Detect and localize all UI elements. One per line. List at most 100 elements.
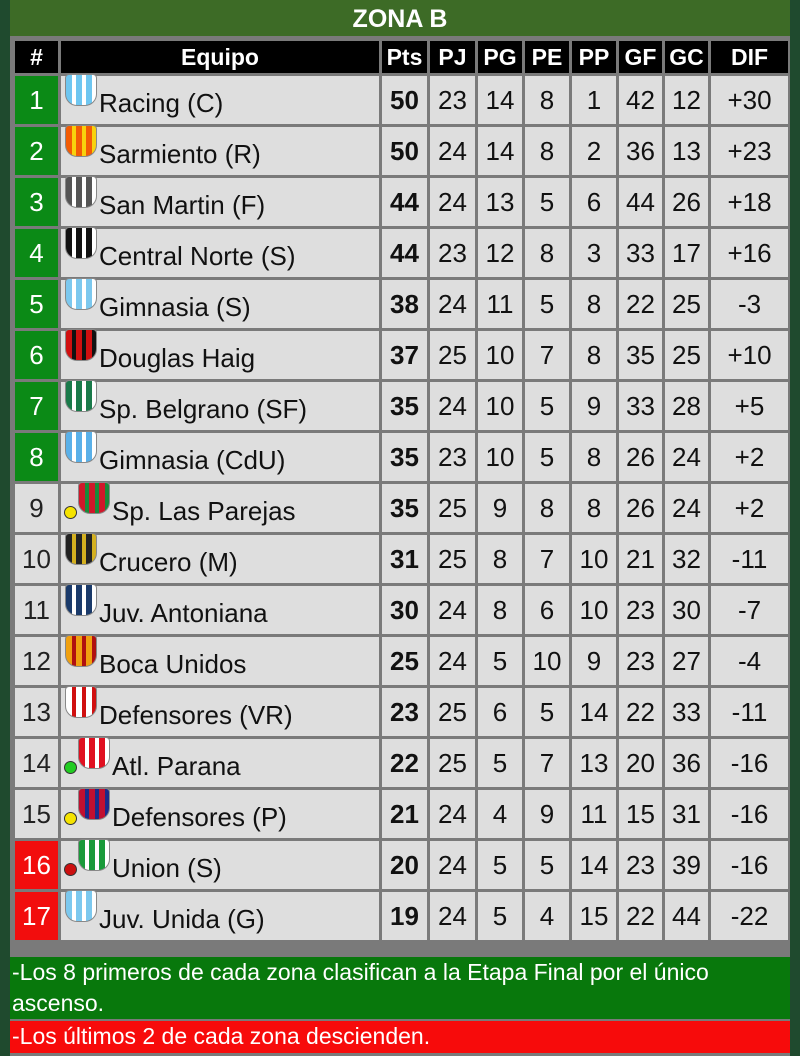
team-cell: Gimnasia (CdU): [61, 430, 379, 481]
lost-cell: 9: [572, 382, 616, 430]
played-cell: 24: [430, 280, 475, 328]
table-row[interactable]: 7 Sp. Belgrano (SF) 35 24 10 5 9 33 28 +5: [15, 379, 788, 430]
team-crest-icon: [65, 277, 97, 310]
team-crest-icon: [65, 124, 97, 157]
table-row[interactable]: 6 Douglas Haig 37 25 10 7 8 35 25 +10: [15, 328, 788, 379]
table-row[interactable]: 11 Juv. Antoniana 30 24 8 6 10 23 30 -7: [15, 583, 788, 634]
goals-for-cell: 20: [619, 739, 662, 787]
table-row[interactable]: 13 Defensores (VR) 23 25 6 5 14 22 33 -11: [15, 685, 788, 736]
won-cell: 10: [478, 331, 522, 379]
table-row[interactable]: 8 Gimnasia (CdU) 35 23 10 5 8 26 24 +2: [15, 430, 788, 481]
goals-for-cell: 33: [619, 382, 662, 430]
team-crest-icon: [78, 838, 110, 871]
relegation-note: -Los últimos 2 de cada zona descienden.: [10, 1021, 790, 1053]
position-cell: 10: [15, 535, 58, 583]
status-dot-icon: [64, 863, 77, 877]
played-cell: 24: [430, 790, 475, 838]
goals-for-cell: 26: [619, 433, 662, 481]
position-cell: 12: [15, 637, 58, 685]
table-row[interactable]: 17 Juv. Unida (G) 19 24 5 4 15 22 44 -22: [15, 889, 788, 940]
standings-table: # Equipo Pts PJ PG PE PP GF GC DIF 1 Raci…: [12, 38, 791, 943]
goal-difference-cell: -11: [711, 688, 788, 736]
won-cell: 11: [478, 280, 522, 328]
goal-difference-cell: -3: [711, 280, 788, 328]
standings-panel: ZONA B # Equipo Pts PJ PG PE PP GF GC DI…: [10, 0, 790, 1056]
team-name: Crucero (M): [99, 546, 238, 577]
played-cell: 25: [430, 739, 475, 787]
team-name: Juv. Unida (G): [99, 903, 265, 934]
points-cell: 38: [382, 280, 427, 328]
table-row[interactable]: 5 Gimnasia (S) 38 24 11 5 8 22 25 -3: [15, 277, 788, 328]
team-crest-icon: [65, 175, 97, 208]
table-row[interactable]: 9 Sp. Las Parejas 35 25 9 8 8 26 24 +2: [15, 481, 788, 532]
goals-against-cell: 36: [665, 739, 708, 787]
goals-for-cell: 15: [619, 790, 662, 838]
drawn-cell: 5: [525, 841, 569, 889]
table-row[interactable]: 1 Racing (C) 50 23 14 8 1 42 12 +30: [15, 73, 788, 124]
team-cell: Sp. Las Parejas: [61, 481, 379, 532]
goal-difference-cell: +2: [711, 433, 788, 481]
goal-difference-cell: -16: [711, 739, 788, 787]
goal-difference-cell: +23: [711, 127, 788, 175]
team-crest-icon: [65, 532, 97, 565]
lost-cell: 6: [572, 178, 616, 226]
won-cell: 6: [478, 688, 522, 736]
goal-difference-cell: -11: [711, 535, 788, 583]
lost-cell: 8: [572, 484, 616, 532]
lost-cell: 3: [572, 229, 616, 277]
drawn-cell: 4: [525, 892, 569, 940]
zone-title: ZONA B: [10, 0, 790, 36]
table-row[interactable]: 4 Central Norte (S) 44 23 12 8 3 33 17 +16: [15, 226, 788, 277]
goal-difference-cell: -7: [711, 586, 788, 634]
position-cell: 3: [15, 178, 58, 226]
position-cell: 1: [15, 76, 58, 124]
won-cell: 13: [478, 178, 522, 226]
goals-for-cell: 36: [619, 127, 662, 175]
goal-difference-cell: +16: [711, 229, 788, 277]
goal-difference-cell: +2: [711, 484, 788, 532]
team-name: Central Norte (S): [99, 240, 296, 271]
table-row[interactable]: 10 Crucero (M) 31 25 8 7 10 21 32 -11: [15, 532, 788, 583]
points-cell: 19: [382, 892, 427, 940]
team-name: Racing (C): [99, 87, 224, 118]
team-cell: Crucero (M): [61, 532, 379, 583]
won-cell: 10: [478, 382, 522, 430]
table-row[interactable]: 16 Union (S) 20 24 5 5 14 23 39 -16: [15, 838, 788, 889]
table-row[interactable]: 3 San Martin (F) 44 24 13 5 6 44 26 +18: [15, 175, 788, 226]
lost-cell: 2: [572, 127, 616, 175]
team-name: San Martin (F): [99, 189, 266, 220]
lost-cell: 8: [572, 280, 616, 328]
points-cell: 30: [382, 586, 427, 634]
table-row[interactable]: 12 Boca Unidos 25 24 5 10 9 23 27 -4: [15, 634, 788, 685]
position-cell: 6: [15, 331, 58, 379]
col-team: Equipo: [61, 41, 379, 73]
goals-against-cell: 12: [665, 76, 708, 124]
played-cell: 24: [430, 382, 475, 430]
team-crest-icon: [65, 379, 97, 412]
position-cell: 16: [15, 841, 58, 889]
team-name: Sarmiento (R): [99, 138, 261, 169]
goals-against-cell: 27: [665, 637, 708, 685]
lost-cell: 1: [572, 76, 616, 124]
goals-against-cell: 30: [665, 586, 708, 634]
table-row[interactable]: 2 Sarmiento (R) 50 24 14 8 2 36 13 +23: [15, 124, 788, 175]
goals-for-cell: 26: [619, 484, 662, 532]
team-crest-icon: [65, 430, 97, 463]
team-name: Douglas Haig: [99, 342, 256, 373]
played-cell: 24: [430, 841, 475, 889]
table-row[interactable]: 14 Atl. Parana 22 25 5 7 13 20 36 -16: [15, 736, 788, 787]
goal-difference-cell: +18: [711, 178, 788, 226]
played-cell: 24: [430, 178, 475, 226]
goal-difference-cell: -22: [711, 892, 788, 940]
position-cell: 8: [15, 433, 58, 481]
played-cell: 23: [430, 433, 475, 481]
won-cell: 9: [478, 484, 522, 532]
team-cell: Atl. Parana: [61, 736, 379, 787]
table-row[interactable]: 15 Defensores (P) 21 24 4 9 11 15 31 -16: [15, 787, 788, 838]
goals-against-cell: 24: [665, 484, 708, 532]
team-cell: Defensores (VR): [61, 685, 379, 736]
lost-cell: 9: [572, 637, 616, 685]
drawn-cell: 9: [525, 790, 569, 838]
points-cell: 25: [382, 637, 427, 685]
team-cell: Douglas Haig: [61, 328, 379, 379]
